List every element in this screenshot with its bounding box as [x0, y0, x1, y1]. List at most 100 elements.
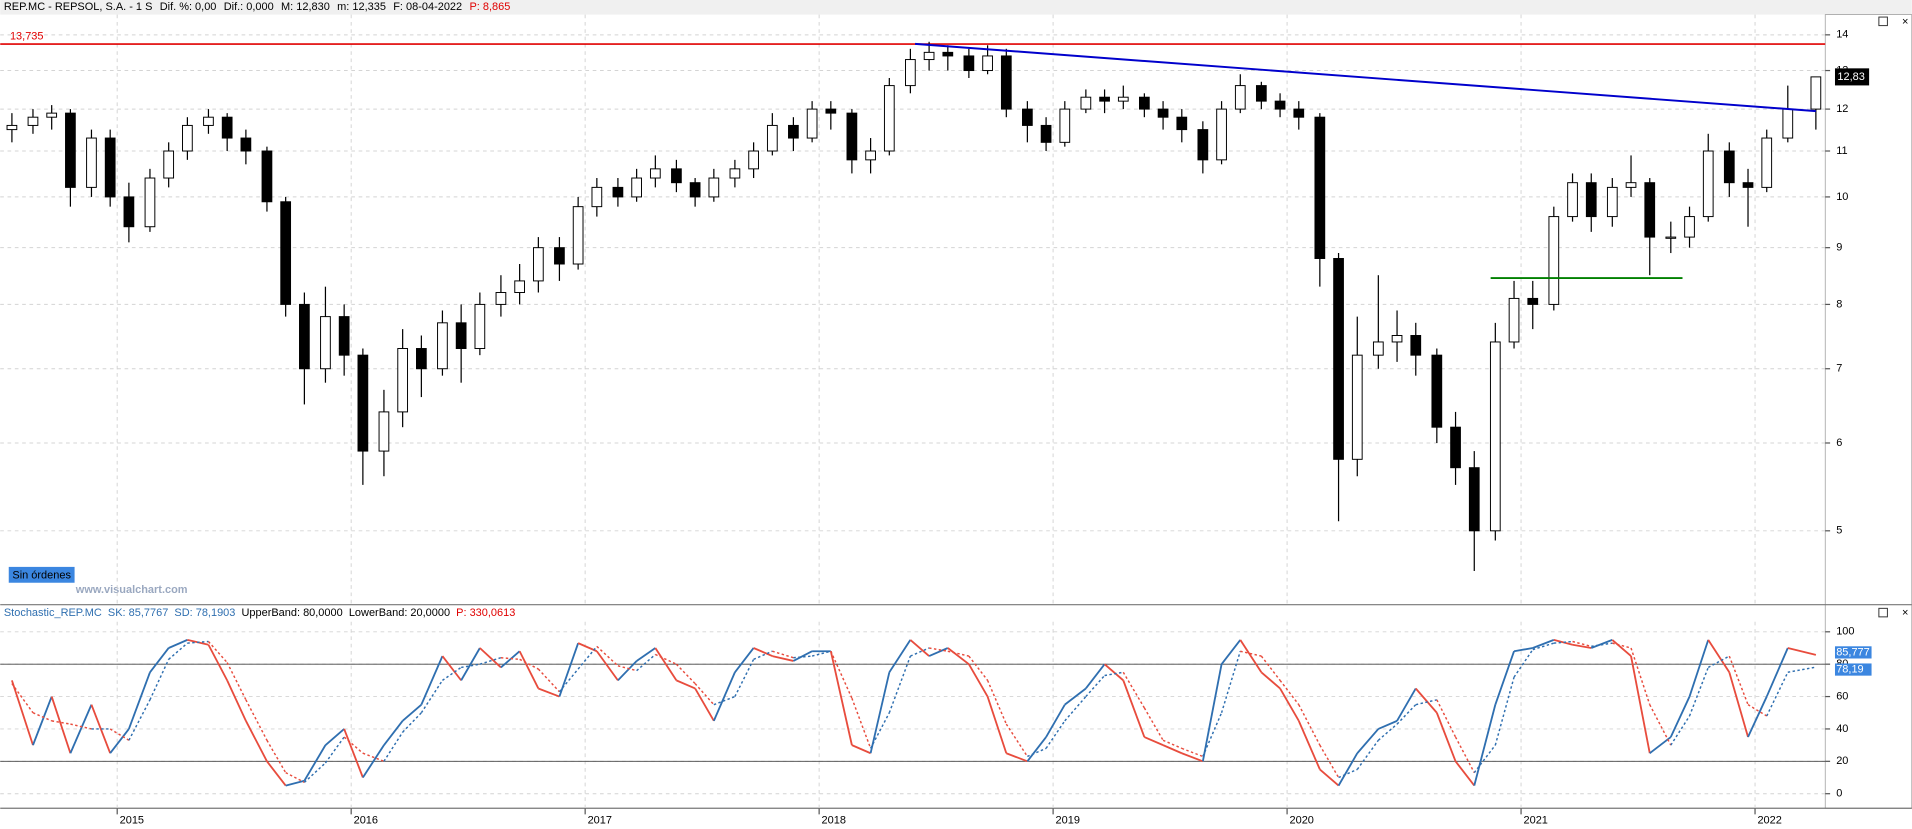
candle-body [1431, 354, 1443, 428]
stochastic-segment [1747, 696, 1768, 738]
candle-body [846, 112, 858, 161]
indicator-title: Stochastic_REP.MC [4, 607, 102, 619]
candle-body [1197, 129, 1209, 161]
y-tick-label: 10 [1836, 191, 1848, 203]
candle-body [1644, 182, 1656, 238]
stochastic-segment [753, 650, 773, 660]
stochastic-segment [1201, 664, 1223, 762]
header-field: REP.MC - REPSOL, S.A. - 1 S [4, 1, 153, 13]
stochastic-segment [266, 760, 287, 787]
candle-body [1059, 108, 1071, 143]
last-price-tag [1834, 68, 1870, 86]
stochastic-segment [500, 650, 521, 669]
stochastic-segment [442, 666, 462, 681]
stochastic-segment [869, 672, 891, 754]
stochastic-segment [285, 779, 305, 787]
stochastic-segment [1473, 704, 1497, 786]
stochastic-segment [1279, 688, 1300, 722]
stochastic-segment [888, 639, 912, 673]
stochastic-segment [11, 683, 34, 714]
y-tick-label: 100 [1836, 626, 1854, 638]
candle-body [1372, 341, 1384, 356]
y-tick-label: 0 [1836, 788, 1842, 800]
close-button[interactable]: × [1902, 16, 1908, 28]
y-tick-label: 7 [1836, 363, 1842, 375]
stochastic-segment [947, 647, 970, 665]
candle-body [280, 201, 292, 305]
stochastic-segment [1669, 696, 1691, 738]
candle-body [963, 55, 975, 72]
stochastic-segment [187, 640, 209, 644]
stochastic-segment [1728, 655, 1749, 705]
candle-body [182, 124, 193, 152]
legend-entry: SK: 85,7767 [108, 607, 168, 619]
indicator-tag [1834, 663, 1872, 676]
stochastic-segment [32, 696, 53, 746]
stochastic-segment [1766, 671, 1789, 717]
candle-body [572, 206, 584, 265]
y-tick-label: 40 [1836, 723, 1848, 735]
y-tick-label: 5 [1836, 525, 1842, 537]
stochastic-segment [324, 736, 345, 764]
candle-body [689, 182, 701, 198]
orders-button-label[interactable]: Sin órdenes [12, 569, 71, 581]
stochastic-segment [266, 739, 287, 774]
stochastic-segment [636, 653, 656, 672]
stochastic-segment [1162, 744, 1183, 755]
stochastic-segment [869, 712, 890, 749]
stochastic-segment [1338, 768, 1358, 779]
candle-body [1723, 150, 1735, 184]
stochastic-segment [1688, 639, 1710, 697]
candle-body [261, 150, 273, 203]
stochastic-segment [1532, 639, 1555, 649]
stochastic-segment [1454, 736, 1475, 773]
candle-body [1665, 236, 1677, 239]
stochastic-segment [792, 650, 813, 662]
stochastic-segment [1143, 736, 1164, 746]
stochastic-segment [149, 659, 170, 701]
stochastic-segment [910, 647, 930, 657]
stochastic-segment [1064, 687, 1087, 706]
candle-body [1040, 124, 1052, 143]
stochastic-segment [1337, 752, 1359, 787]
candle-body [455, 322, 467, 350]
stochastic-segment [1045, 704, 1066, 738]
stochastic-segment [479, 657, 502, 665]
candle-body [495, 292, 507, 305]
stochastic-segment [1630, 655, 1651, 754]
stochastic-segment [1396, 688, 1417, 722]
stochastic-segment [1572, 640, 1592, 648]
stochastic-segment [772, 655, 794, 662]
stochastic-segment [909, 639, 930, 657]
header-field: P: 8,865 [469, 1, 510, 13]
stochastic-segment [226, 679, 247, 722]
close-button[interactable]: × [1902, 607, 1908, 619]
candle-body [1351, 354, 1363, 460]
stochastic-segment [1377, 720, 1398, 730]
stochastic-segment [1553, 639, 1573, 646]
stochastic-segment [441, 655, 462, 681]
stochastic-segment [713, 695, 736, 706]
candle-body [1234, 85, 1246, 110]
candle-body [788, 124, 799, 139]
stochastic-segment [655, 653, 677, 665]
maximize-button[interactable] [1878, 16, 1888, 27]
stochastic-segment [109, 728, 130, 741]
y-tick-label: 14 [1836, 29, 1848, 41]
stochastic-segment [245, 720, 268, 762]
price-level-label: 13,735 [10, 31, 44, 43]
candle-body [766, 124, 778, 152]
stochastic-segment [830, 650, 853, 699]
candle-body [1022, 108, 1033, 126]
orders-button[interactable] [8, 566, 75, 583]
stochastic-segment [734, 647, 755, 673]
x-tick-label: 2017 [588, 814, 612, 826]
maximize-button[interactable] [1878, 607, 1888, 618]
stochastic-segment [1630, 647, 1651, 705]
candle-body [514, 280, 526, 294]
candle-body [554, 247, 565, 265]
y-tick-label: 9 [1836, 242, 1842, 254]
stochastic-segment [324, 728, 345, 746]
stochastic-segment [1513, 647, 1533, 653]
